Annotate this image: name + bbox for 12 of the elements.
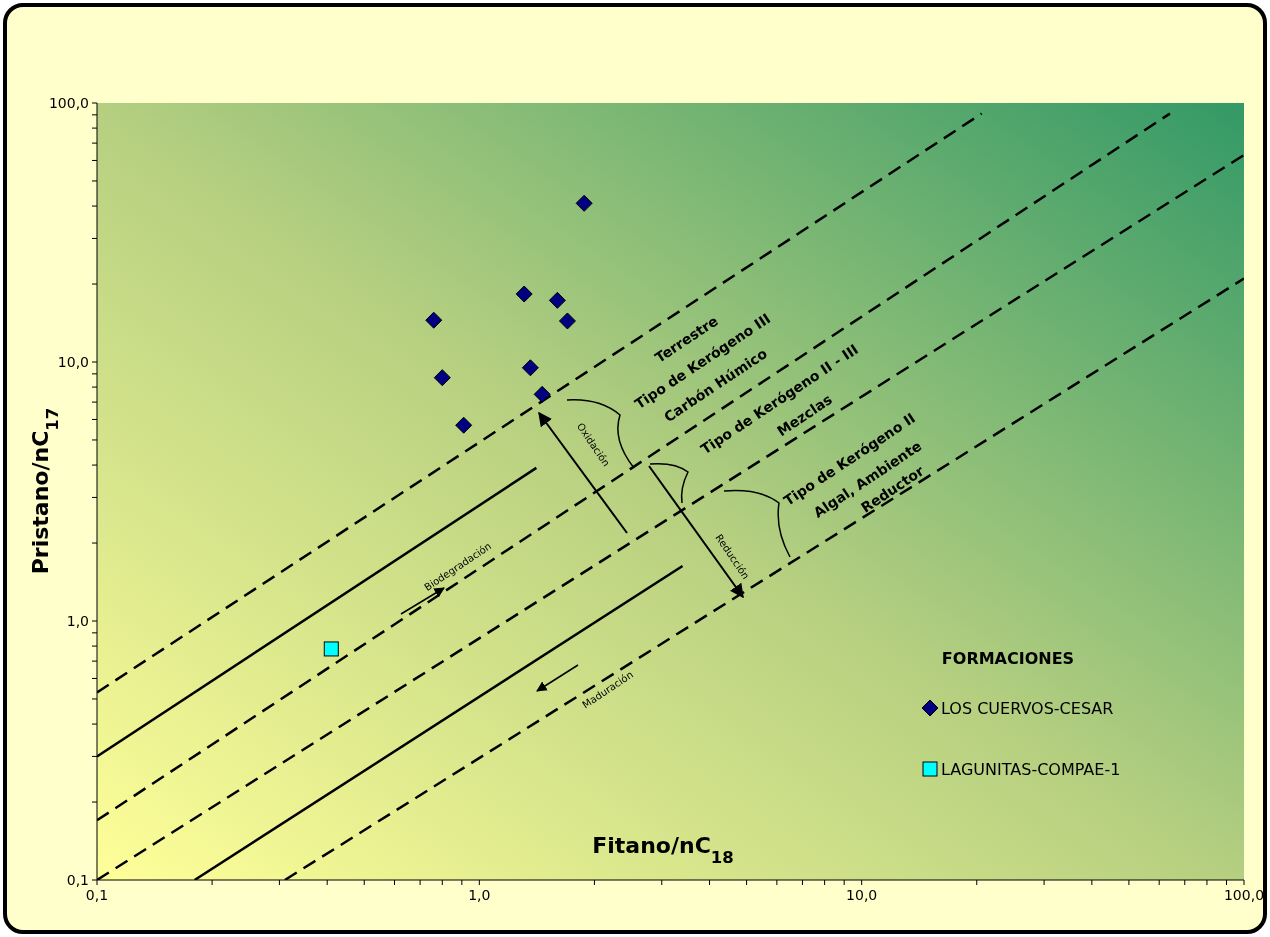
- legend-label: LOS CUERVOS-CESAR: [941, 699, 1114, 718]
- legend-label: LAGUNITAS-COMPAE-1: [941, 760, 1121, 779]
- legend-title: FORMACIONES: [941, 649, 1075, 668]
- x-tick-label: 0,1: [85, 887, 109, 903]
- y-tick-label: 10,0: [57, 354, 89, 370]
- x-tick-label: 10,0: [846, 887, 878, 903]
- x-tick-label: 100,0: [1223, 887, 1265, 903]
- y-tick-label: 100,0: [48, 95, 89, 111]
- x-axis-title: Fitano/nC$_{18}$: [592, 833, 734, 867]
- x-tick-label: 1,0: [468, 887, 491, 903]
- y-tick-label: 1,0: [66, 613, 89, 629]
- y-tick-label: 0,1: [66, 872, 89, 888]
